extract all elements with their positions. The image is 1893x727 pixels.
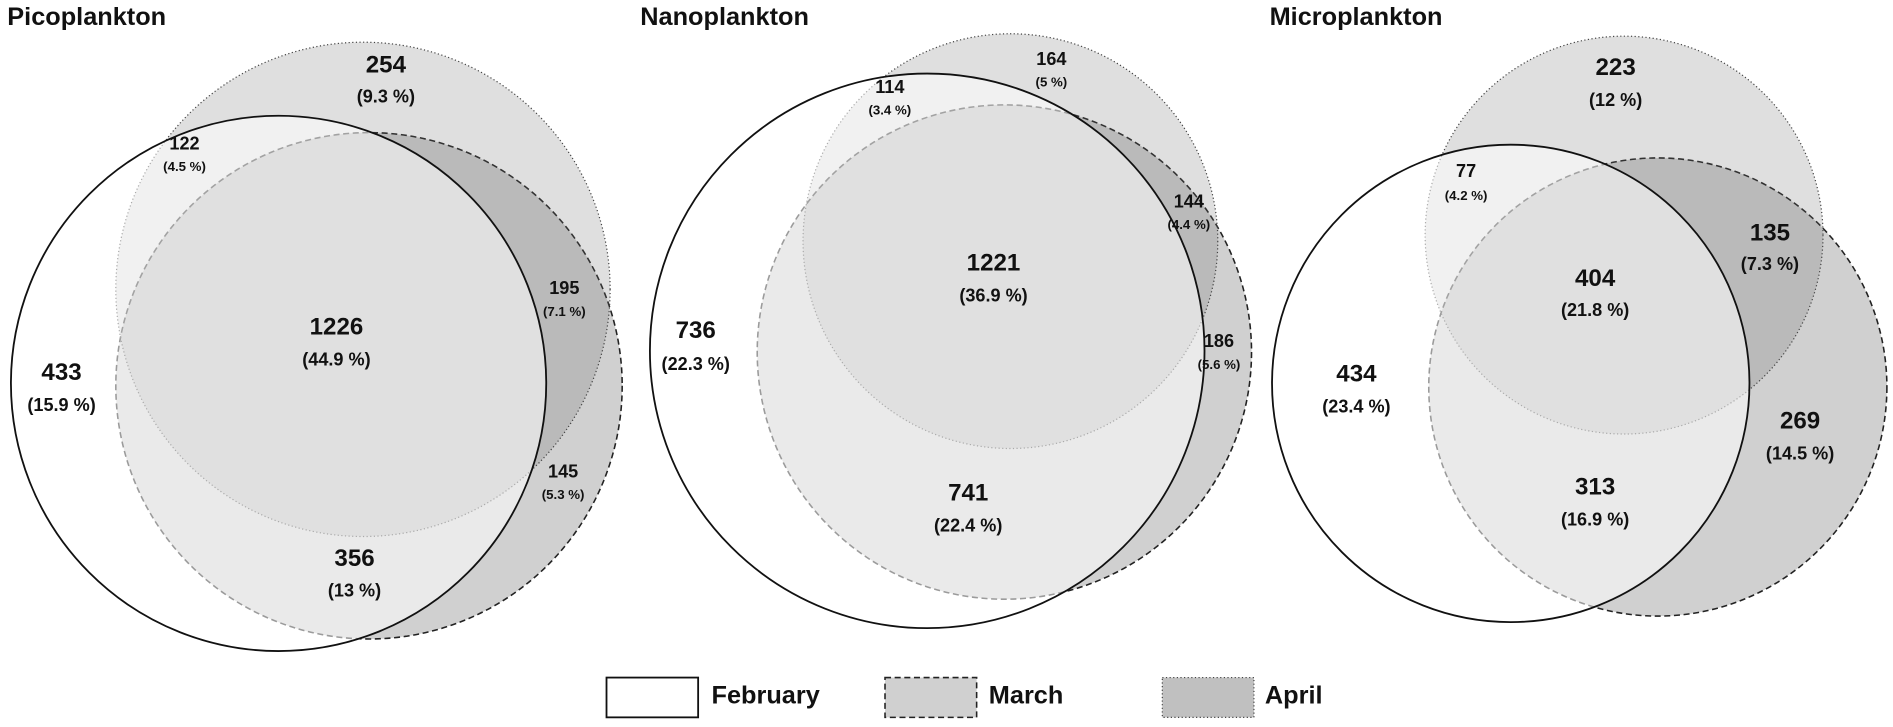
legend-swatch bbox=[1161, 676, 1255, 718]
region-count: 122 bbox=[169, 133, 199, 153]
legend-swatch bbox=[884, 676, 978, 719]
region-percent: (7.3 %) bbox=[1741, 254, 1799, 274]
region-percent: (44.9 %) bbox=[302, 349, 370, 369]
region-count: 195 bbox=[549, 278, 579, 298]
region-count: 313 bbox=[1575, 474, 1615, 501]
february-circle bbox=[649, 72, 1206, 630]
region-percent: (12 %) bbox=[1589, 90, 1642, 110]
february-circle bbox=[10, 114, 548, 652]
region-count: 145 bbox=[548, 461, 578, 481]
legend-label: February bbox=[712, 682, 820, 710]
february-circle bbox=[1271, 143, 1751, 624]
region-percent: (21.8 %) bbox=[1561, 300, 1629, 320]
region-count: 144 bbox=[1174, 191, 1204, 211]
legend-swatch bbox=[605, 676, 700, 719]
region-count: 736 bbox=[676, 317, 716, 344]
region-percent: (5.3 %) bbox=[542, 487, 585, 502]
region-percent: (5 %) bbox=[1036, 75, 1068, 90]
region-count: 434 bbox=[1336, 360, 1377, 387]
region-percent: (16.9 %) bbox=[1561, 510, 1629, 530]
panel-title: Picoplankton bbox=[7, 3, 166, 31]
panel-title: Microplankton bbox=[1270, 3, 1443, 31]
region-count: 114 bbox=[875, 77, 904, 97]
panel-title: Nanoplankton bbox=[640, 3, 809, 31]
region-percent: (22.3 %) bbox=[662, 354, 730, 374]
region-percent: (13 %) bbox=[328, 581, 381, 601]
region-percent: (4.4 %) bbox=[1167, 217, 1210, 232]
region-count: 404 bbox=[1575, 265, 1616, 292]
region-percent: (9.3 %) bbox=[357, 86, 415, 106]
region-count: 77 bbox=[1456, 161, 1476, 181]
region-percent: (4.5 %) bbox=[163, 159, 206, 174]
region-percent: (7.1 %) bbox=[543, 304, 586, 319]
legend-label: April bbox=[1265, 682, 1323, 710]
legend-label: March bbox=[989, 682, 1064, 710]
region-count: 356 bbox=[334, 545, 374, 572]
region-percent: (36.9 %) bbox=[959, 285, 1027, 305]
region-count: 186 bbox=[1204, 331, 1234, 351]
region-count: 223 bbox=[1596, 54, 1636, 81]
region-percent: (5.6 %) bbox=[1198, 357, 1241, 372]
region-percent: (14.5 %) bbox=[1766, 443, 1834, 463]
region-count: 254 bbox=[366, 52, 407, 79]
region-percent: (15.9 %) bbox=[27, 395, 95, 415]
region-percent: (4.2 %) bbox=[1445, 188, 1488, 203]
region-count: 433 bbox=[41, 359, 81, 386]
region-percent: (22.4 %) bbox=[934, 516, 1002, 536]
region-percent: (3.4 %) bbox=[868, 102, 911, 117]
region-count: 1221 bbox=[967, 249, 1021, 276]
region-percent: (23.4 %) bbox=[1322, 396, 1390, 416]
region-count: 1226 bbox=[310, 313, 364, 340]
region-count: 741 bbox=[948, 480, 988, 507]
region-count: 135 bbox=[1750, 219, 1790, 246]
region-count: 269 bbox=[1780, 407, 1820, 434]
region-count: 164 bbox=[1036, 49, 1066, 69]
